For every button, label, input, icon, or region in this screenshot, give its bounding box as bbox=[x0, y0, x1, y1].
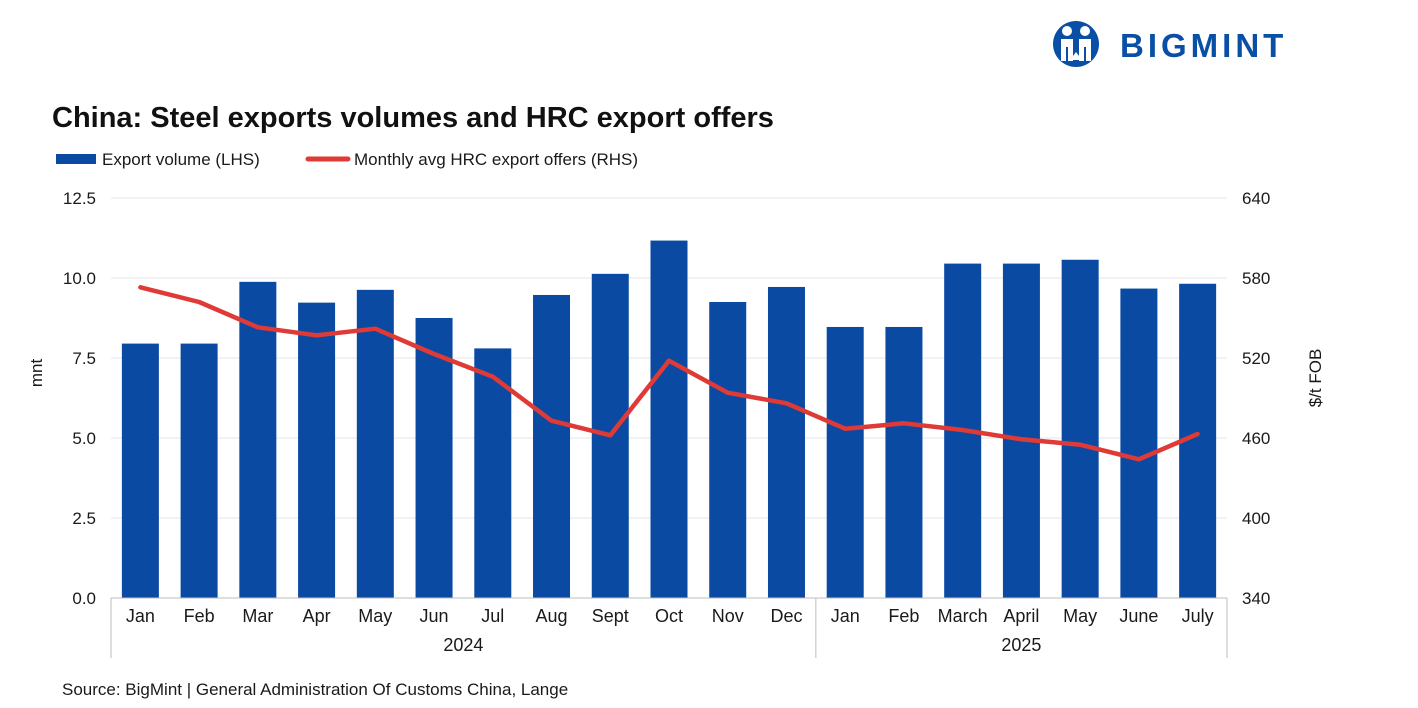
category-label: Sept bbox=[592, 606, 629, 626]
right-tick-label: 340 bbox=[1242, 589, 1270, 608]
bar bbox=[474, 348, 512, 598]
left-tick-label: 5.0 bbox=[72, 429, 96, 448]
category-label: Aug bbox=[536, 606, 568, 626]
category-labels: Jan Feb Mar Apr May Jun Jul Aug Sept Oct Nov Dec Jan… bbox=[126, 606, 1214, 626]
bar bbox=[767, 286, 805, 598]
bar bbox=[885, 326, 923, 598]
brand-name: BIGMINT bbox=[1120, 27, 1287, 64]
left-tick-label: 2.5 bbox=[72, 509, 96, 528]
legend-swatch-bar bbox=[56, 154, 96, 164]
category-label: Feb bbox=[888, 606, 919, 626]
legend-label-bar: Export volume (LHS) bbox=[102, 150, 260, 169]
right-tick-label: 460 bbox=[1242, 429, 1270, 448]
left-axis-label: mnt bbox=[27, 359, 46, 388]
legend: Export volume (LHS) Monthly avg HRC expo… bbox=[56, 150, 638, 169]
category-label: Jan bbox=[126, 606, 155, 626]
right-tick-label: 580 bbox=[1242, 269, 1270, 288]
bar-series bbox=[121, 240, 1217, 598]
category-label: June bbox=[1119, 606, 1158, 626]
bar bbox=[415, 318, 453, 598]
left-tick-label: 7.5 bbox=[72, 349, 96, 368]
category-label: Oct bbox=[655, 606, 683, 626]
bar bbox=[180, 343, 218, 598]
chart-title: China: Steel exports volumes and HRC exp… bbox=[52, 102, 774, 134]
category-label: Feb bbox=[184, 606, 215, 626]
year-group-label: 2025 bbox=[1001, 635, 1041, 655]
bar bbox=[709, 302, 747, 598]
right-axis-ticks: 340 400 460 520 580 640 bbox=[1242, 189, 1270, 608]
bar bbox=[1002, 263, 1040, 598]
right-tick-label: 520 bbox=[1242, 349, 1270, 368]
bigmint-emblem-icon bbox=[1053, 21, 1099, 67]
hrc-offer-line bbox=[138, 285, 1200, 462]
left-tick-label: 0.0 bbox=[72, 589, 96, 608]
category-label: Apr bbox=[303, 606, 331, 626]
right-tick-label: 640 bbox=[1242, 189, 1270, 208]
category-label: May bbox=[358, 606, 392, 626]
bar bbox=[650, 240, 688, 598]
right-axis-label: $/t FOB bbox=[1306, 349, 1325, 408]
left-axis-ticks: 0.0 2.5 5.0 7.5 10.0 12.5 bbox=[63, 189, 96, 608]
bar bbox=[826, 326, 864, 598]
year-group-labels: 2024 2025 bbox=[443, 635, 1041, 655]
bar bbox=[1061, 259, 1099, 598]
bigmint-logo: BIGMINT bbox=[1053, 21, 1287, 67]
legend-label-line: Monthly avg HRC export offers (RHS) bbox=[354, 150, 638, 169]
left-tick-label: 10.0 bbox=[63, 269, 96, 288]
category-label: April bbox=[1003, 606, 1039, 626]
year-group-label: 2024 bbox=[443, 635, 483, 655]
line-series bbox=[138, 285, 1200, 462]
category-label: May bbox=[1063, 606, 1097, 626]
bar bbox=[356, 289, 394, 598]
source-note: Source: BigMint | General Administration… bbox=[62, 680, 568, 699]
category-label: July bbox=[1182, 606, 1214, 626]
bar bbox=[298, 302, 336, 598]
bar bbox=[239, 281, 277, 598]
category-label: Mar bbox=[242, 606, 273, 626]
left-tick-label: 12.5 bbox=[63, 189, 96, 208]
axes bbox=[110, 597, 1228, 658]
category-label: Jul bbox=[481, 606, 504, 626]
right-tick-label: 400 bbox=[1242, 509, 1270, 528]
category-label: Nov bbox=[712, 606, 744, 626]
bar bbox=[121, 343, 159, 598]
category-label: Jan bbox=[831, 606, 860, 626]
bar bbox=[1120, 288, 1158, 598]
bar bbox=[533, 294, 571, 598]
category-label: Dec bbox=[770, 606, 802, 626]
category-label: Jun bbox=[420, 606, 449, 626]
category-label: March bbox=[938, 606, 988, 626]
